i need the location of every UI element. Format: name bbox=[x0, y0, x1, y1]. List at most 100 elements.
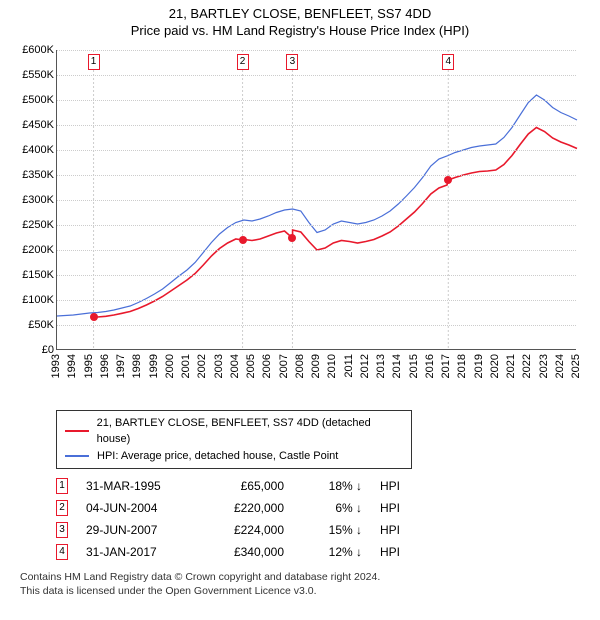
x-tick-label: 2000 bbox=[164, 354, 176, 378]
x-tick-label: 1993 bbox=[50, 354, 62, 378]
sales-table-row: 4 31-JAN-2017 £340,000 12% ↓ HPI bbox=[56, 541, 590, 563]
sale-marker-box: 2 bbox=[237, 54, 249, 70]
sale-price: £224,000 bbox=[214, 523, 284, 537]
sales-table-row: 329-JUN-2007£224,00015% ↓HPI bbox=[56, 519, 590, 541]
x-tick-label: 2008 bbox=[294, 354, 306, 378]
y-tick-label: £100K bbox=[10, 294, 54, 306]
gridline bbox=[57, 175, 576, 176]
sales-table-row: 204-JUN-2004£220,0006% ↓HPI bbox=[56, 497, 590, 519]
sale-vs: HPI bbox=[380, 501, 410, 515]
gridline bbox=[57, 275, 576, 276]
x-tick-label: 2017 bbox=[440, 354, 452, 378]
gridline bbox=[57, 225, 576, 226]
gridline bbox=[57, 200, 576, 201]
x-tick-label: 2005 bbox=[245, 354, 257, 378]
x-tick-label: 1995 bbox=[83, 354, 95, 378]
sale-date: 31-MAR-1995 bbox=[86, 479, 196, 493]
x-tick-label: 2010 bbox=[326, 354, 338, 378]
x-tick-label: 2007 bbox=[278, 354, 290, 378]
x-tick-label: 2021 bbox=[505, 354, 517, 378]
gridline bbox=[57, 325, 576, 326]
sale-date: 04-JUN-2004 bbox=[86, 501, 196, 515]
x-tick-label: 2018 bbox=[456, 354, 468, 378]
x-tick-label: 2003 bbox=[213, 354, 225, 378]
x-tick-label: 2025 bbox=[570, 354, 582, 378]
y-tick-label: £400K bbox=[10, 144, 54, 156]
footer-line: This data is licensed under the Open Gov… bbox=[20, 585, 590, 599]
sale-index-box: 2 bbox=[56, 500, 68, 516]
x-tick-label: 1996 bbox=[99, 354, 111, 378]
sales-table-row: 131-MAR-1995£65,00018% ↓HPI bbox=[56, 475, 590, 497]
sale-diff: 6% ↓ bbox=[302, 501, 362, 515]
gridline bbox=[57, 50, 576, 51]
sale-marker-box: 4 bbox=[442, 54, 454, 70]
x-tick-label: 2013 bbox=[375, 354, 387, 378]
x-tick-label: 2023 bbox=[538, 354, 550, 378]
legend-label: HPI: Average price, detached house, Cast… bbox=[97, 448, 338, 465]
sale-dot bbox=[288, 234, 296, 242]
sale-dot bbox=[444, 176, 452, 184]
title-subtitle: Price paid vs. HM Land Registry's House … bbox=[10, 23, 590, 40]
sale-vs: HPI bbox=[380, 545, 410, 559]
y-tick-label: £500K bbox=[10, 94, 54, 106]
y-tick-label: £350K bbox=[10, 169, 54, 181]
x-tick-label: 2022 bbox=[521, 354, 533, 378]
footer-line: Contains HM Land Registry data © Crown c… bbox=[20, 571, 590, 585]
sale-date: 31-JAN-2017 bbox=[86, 545, 196, 559]
sale-diff: 18% ↓ bbox=[302, 479, 362, 493]
x-tick-label: 2024 bbox=[554, 354, 566, 378]
x-tick-label: 2020 bbox=[489, 354, 501, 378]
plot-area: 1 2 3 4 bbox=[56, 50, 576, 350]
page-container: 21, BARTLEY CLOSE, BENFLEET, SS7 4DD Pri… bbox=[0, 0, 600, 599]
gridline bbox=[57, 300, 576, 301]
sale-date: 29-JUN-2007 bbox=[86, 523, 196, 537]
sale-vs: HPI bbox=[380, 523, 410, 537]
sale-marker-box: 3 bbox=[286, 54, 298, 70]
y-tick-label: £50K bbox=[10, 319, 54, 331]
sale-dot bbox=[239, 236, 247, 244]
gridline bbox=[57, 75, 576, 76]
series-property bbox=[94, 127, 577, 317]
chart: 1 2 3 4 £0 £50K £100K £150K £200K £250K £300K £350… bbox=[10, 46, 590, 406]
sale-price: £65,000 bbox=[214, 479, 284, 493]
x-tick-label: 2016 bbox=[424, 354, 436, 378]
legend-label: 21, BARTLEY CLOSE, BENFLEET, SS7 4DD (de… bbox=[97, 415, 403, 448]
x-tick-label: 2009 bbox=[310, 354, 322, 378]
y-tick-label: £200K bbox=[10, 244, 54, 256]
y-tick-label: £250K bbox=[10, 219, 54, 231]
x-tick-label: 2019 bbox=[473, 354, 485, 378]
sale-index-box: 1 bbox=[56, 478, 68, 494]
y-tick-label: £150K bbox=[10, 269, 54, 281]
series-hpi bbox=[57, 95, 577, 316]
sale-diff: 12% ↓ bbox=[302, 545, 362, 559]
gridline bbox=[57, 250, 576, 251]
sale-dot bbox=[90, 313, 98, 321]
x-tick-label: 1997 bbox=[115, 354, 127, 378]
sale-index-box: 4 bbox=[56, 544, 68, 560]
legend: 21, BARTLEY CLOSE, BENFLEET, SS7 4DD (de… bbox=[56, 410, 412, 470]
y-tick-label: £600K bbox=[10, 44, 54, 56]
sale-diff: 15% ↓ bbox=[302, 523, 362, 537]
x-tick-label: 1999 bbox=[148, 354, 160, 378]
footer: Contains HM Land Registry data © Crown c… bbox=[20, 571, 590, 598]
x-tick-label: 2004 bbox=[229, 354, 241, 378]
gridline bbox=[57, 100, 576, 101]
title-address: 21, BARTLEY CLOSE, BENFLEET, SS7 4DD bbox=[10, 6, 590, 23]
x-tick-label: 2006 bbox=[261, 354, 273, 378]
legend-swatch bbox=[65, 430, 89, 432]
x-tick-label: 2001 bbox=[180, 354, 192, 378]
sale-price: £340,000 bbox=[214, 545, 284, 559]
x-tick-label: 2015 bbox=[408, 354, 420, 378]
x-tick-label: 1994 bbox=[66, 354, 78, 378]
sale-marker-box: 1 bbox=[88, 54, 100, 70]
sales-table: 1 31-MAR-1995 £65,000 18% ↓ HPI 2 04-JUN-2004 £… bbox=[56, 475, 590, 563]
legend-swatch bbox=[65, 455, 89, 457]
x-tick-label: 2011 bbox=[343, 354, 355, 378]
x-tick-label: 2012 bbox=[359, 354, 371, 378]
y-tick-label: £300K bbox=[10, 194, 54, 206]
y-tick-label: £450K bbox=[10, 119, 54, 131]
x-tick-label: 2002 bbox=[196, 354, 208, 378]
y-tick-label: £0 bbox=[10, 344, 54, 356]
x-tick-label: 1998 bbox=[131, 354, 143, 378]
gridline bbox=[57, 150, 576, 151]
